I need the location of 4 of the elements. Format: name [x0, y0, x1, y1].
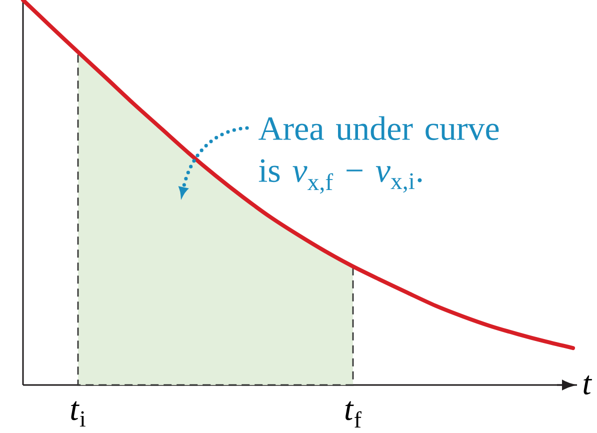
- annotation: Area under curve is v$_{x,f}$ − v$_{x,i}$.: [258, 116, 499, 194]
- x-axis-title: t: [584, 376, 592, 394]
- x-tick-label: t$_{f}$: [345, 401, 362, 428]
- x-tick-label: t$_{i}$: [71, 401, 86, 427]
